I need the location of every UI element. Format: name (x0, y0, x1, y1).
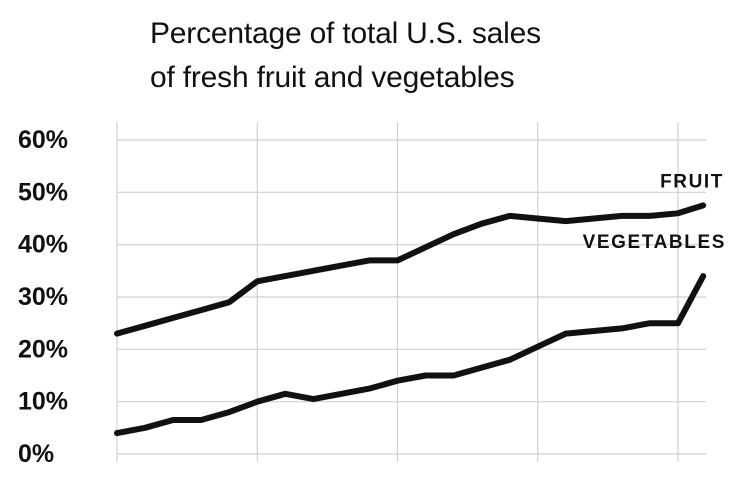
series-labels: FRUIT VEGETABLES (583, 171, 726, 253)
vertical-gridlines (116, 122, 679, 462)
series-line-fruit (114, 202, 707, 337)
series-label-fruit: FRUIT (660, 171, 724, 192)
chart-subtitle: of fresh fruit and vegetables (150, 61, 515, 94)
y-tick-label: 20% (18, 335, 68, 363)
series-line-vegetables (114, 273, 707, 437)
series-label-vegetables: VEGETABLES (583, 232, 726, 253)
chart-title: Percentage of total U.S. sales of fresh … (150, 12, 710, 100)
y-tick-label: 10% (18, 388, 68, 416)
y-tick-label: 40% (18, 231, 68, 259)
y-tick-label: 30% (18, 283, 68, 311)
chart-title-line1: Percentage of total U.S. sales (150, 17, 541, 50)
horizontal-gridlines (117, 139, 706, 455)
y-tick-label: 0% (18, 440, 54, 468)
y-axis-tick-labels: 60% 50% 40% 30% 20% 10% 0% (18, 126, 68, 468)
y-tick-label: 50% (18, 178, 68, 206)
series-lines (114, 202, 707, 437)
y-tick-label: 60% (18, 126, 68, 154)
